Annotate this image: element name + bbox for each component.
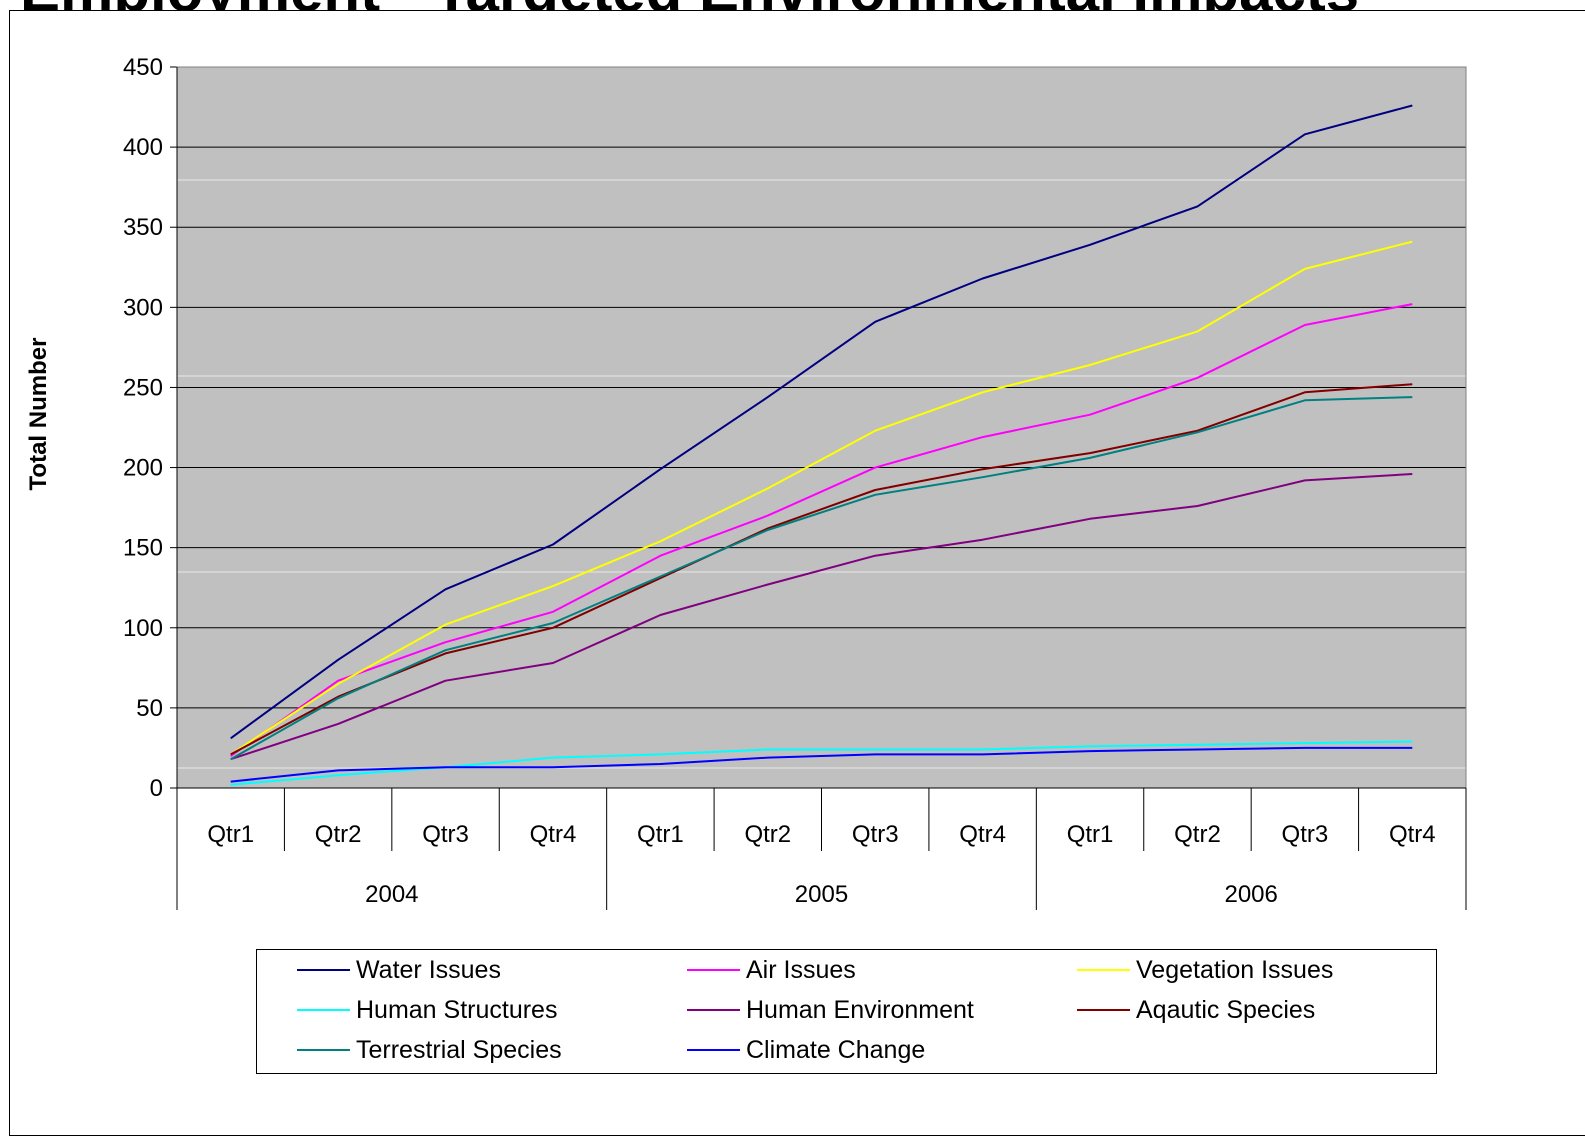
- plot-background: [177, 67, 1466, 788]
- legend-swatch: [1077, 1009, 1130, 1011]
- series-line-water-issues: [230, 104, 1413, 740]
- y-tick-label: 200: [123, 455, 163, 482]
- y-tick-label: 300: [123, 294, 163, 321]
- legend-label: Aqautic Species: [1136, 995, 1316, 1024]
- y-tick-label: 150: [123, 535, 163, 562]
- legend-label: Human Environment: [746, 995, 974, 1024]
- y-tick-label: 0: [150, 775, 163, 802]
- plot-area: [177, 67, 1466, 788]
- x-group-label: 2006: [1224, 881, 1277, 908]
- x-tick-label: Qtr2: [315, 821, 362, 848]
- series-line-aqautic-species: [230, 383, 1413, 756]
- legend-swatch: [297, 969, 350, 971]
- legend-swatch: [687, 1049, 740, 1051]
- series-lines: [230, 104, 1413, 786]
- legend-item: Human Environment: [687, 993, 974, 1027]
- x-tick-label: Qtr1: [207, 821, 254, 848]
- x-tick-label: Qtr4: [959, 821, 1006, 848]
- legend-swatch: [297, 1009, 350, 1011]
- y-tick-label: 50: [136, 695, 163, 722]
- x-group-label: 2004: [365, 881, 418, 908]
- x-group-label: 2005: [795, 881, 848, 908]
- legend-label: Climate Change: [746, 1035, 926, 1064]
- legend-label: Human Structures: [356, 995, 558, 1024]
- x-tick-label: Qtr2: [1174, 821, 1221, 848]
- legend-label: Water Issues: [356, 955, 501, 984]
- series-line-climate-change: [230, 746, 1413, 783]
- y-tick-label: 100: [123, 615, 163, 642]
- legend-label: Terrestrial Species: [356, 1035, 562, 1064]
- legend-label: Air Issues: [746, 955, 856, 984]
- x-tick-label: Qtr1: [1067, 821, 1114, 848]
- y-tick-label: 400: [123, 134, 163, 161]
- legend-swatch: [1077, 969, 1130, 971]
- legend-item: Climate Change: [687, 1033, 925, 1067]
- legend-label: Vegetation Issues: [1136, 955, 1334, 984]
- x-tick-label: Qtr1: [637, 821, 684, 848]
- series-line-human-environment: [230, 473, 1413, 761]
- x-tick-label: Qtr4: [1389, 821, 1436, 848]
- series-line-air-issues: [230, 303, 1413, 757]
- legend-swatch: [687, 969, 740, 971]
- axes: [170, 66, 1467, 910]
- legend-swatch: [687, 1009, 740, 1011]
- axis-labels: Total Number 0 50 100 150 200 250 300 350 400 450…: [25, 54, 1436, 908]
- x-tick-label: Qtr3: [1282, 821, 1329, 848]
- legend-item: Water Issues: [297, 953, 501, 987]
- x-tick-label: Qtr4: [530, 821, 577, 848]
- legend-item: Human Structures: [297, 993, 557, 1027]
- legend-swatch: [297, 1049, 350, 1051]
- y-tick-label: 350: [123, 214, 163, 241]
- legend: Water Issues Air Issues Vegetation Issues H…: [256, 949, 1437, 1074]
- series-line-vegetation-issues: [230, 240, 1413, 756]
- legend-item: Vegetation Issues: [1077, 953, 1333, 987]
- series-line-terrestrial-species: [230, 396, 1413, 761]
- x-tick-label: Qtr3: [852, 821, 899, 848]
- x-tick-label: Qtr3: [422, 821, 469, 848]
- y-tick-label: 250: [123, 374, 163, 401]
- x-tick-label: Qtr2: [744, 821, 791, 848]
- y-tick-label: 450: [123, 54, 163, 81]
- legend-item: Terrestrial Species: [297, 1033, 562, 1067]
- legend-item: Air Issues: [687, 953, 856, 987]
- legend-item: Aqautic Species: [1077, 993, 1315, 1027]
- y-axis-title: Total Number: [25, 338, 52, 491]
